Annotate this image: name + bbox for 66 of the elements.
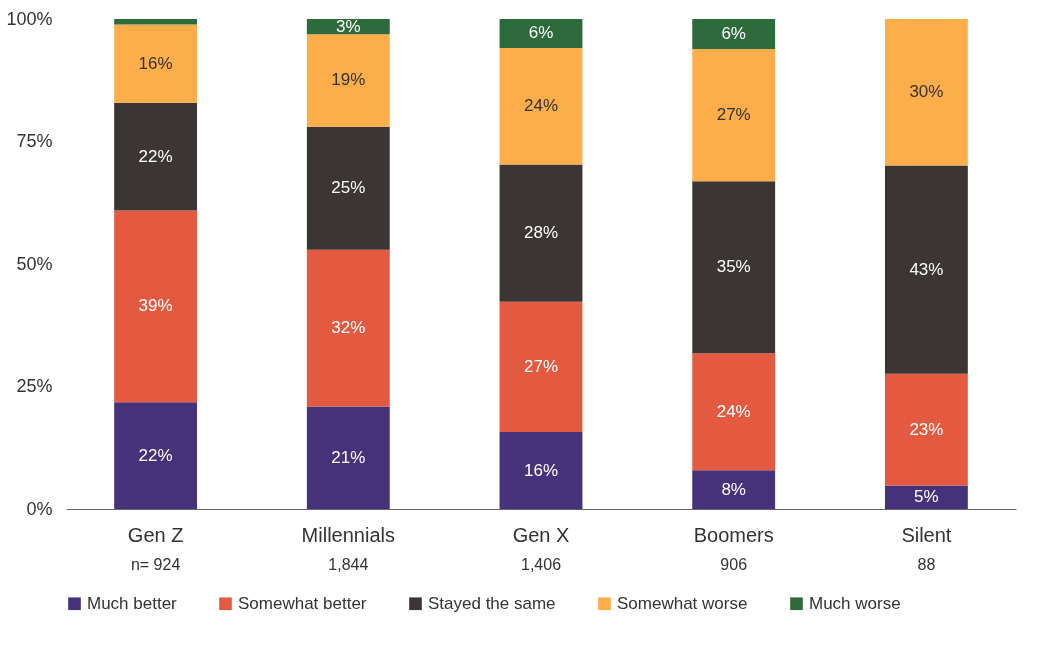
data-label: 23% [909,419,944,439]
legend-label: Much better [87,593,178,613]
legend-label: Somewhat better [238,593,367,613]
data-label: 3% [336,16,361,36]
data-label: 8% [721,479,746,499]
bar [499,301,583,433]
data-label: 5% [914,487,939,507]
text: 88 [917,556,936,573]
bar [114,102,198,211]
bar [692,19,776,49]
bar [499,19,583,48]
x-tick-label: Millennials [301,523,395,546]
y-tick-label: 0% [26,498,53,519]
x-tick-label: Gen Z [127,523,184,546]
bar [306,249,390,407]
data-label: 27% [523,356,559,376]
legend-label: Stayed the same [428,593,556,613]
text: 906 [720,556,748,573]
bar [114,402,198,509]
data-label: 27% [716,105,751,125]
data-label: 30% [909,82,944,102]
data-label: 6% [721,23,746,43]
bar [884,165,968,374]
text: n= 924 [130,556,181,573]
data-label: 6% [528,23,554,43]
data-label: 35% [716,257,751,277]
bar [692,181,776,354]
bar [499,432,583,509]
y-tick-label: 25% [16,376,53,396]
data-label: 32% [331,318,366,338]
bar [692,48,776,182]
bar [884,485,968,509]
bar [306,406,390,509]
text: 1,406 [520,556,562,573]
data-label: 24% [716,401,751,421]
x-tick-label: Boomers [693,523,774,546]
bar [692,353,776,471]
bar [499,47,583,165]
data-label: 19% [331,70,366,90]
bar [884,373,968,486]
data-label: 43% [909,259,944,279]
bar [114,24,198,103]
bar [114,19,198,25]
legend-label: Much worse [809,593,901,613]
data-label: 22% [138,445,173,465]
bar [114,210,198,403]
x-tick-label: Silent [901,523,952,546]
text: 1,844 [328,556,369,573]
data-label: 28% [523,223,559,243]
data-label: 16% [138,53,173,73]
x-tick-label: Gen X [512,523,570,546]
bar [692,470,776,509]
bar [499,164,583,302]
y-tick-label: 100% [6,8,53,29]
data-label: 39% [138,296,173,316]
bar [306,126,390,250]
data-label: 21% [331,447,366,467]
bar [306,34,390,127]
data-label: 22% [138,146,173,166]
y-tick-label: 75% [16,131,53,151]
y-tick-label: 50% [16,253,53,274]
data-label: 16% [523,460,559,480]
data-label: 25% [331,178,366,198]
data-label: 24% [523,96,559,116]
legend-label: Somewhat worse [617,593,748,613]
bar [884,19,968,166]
